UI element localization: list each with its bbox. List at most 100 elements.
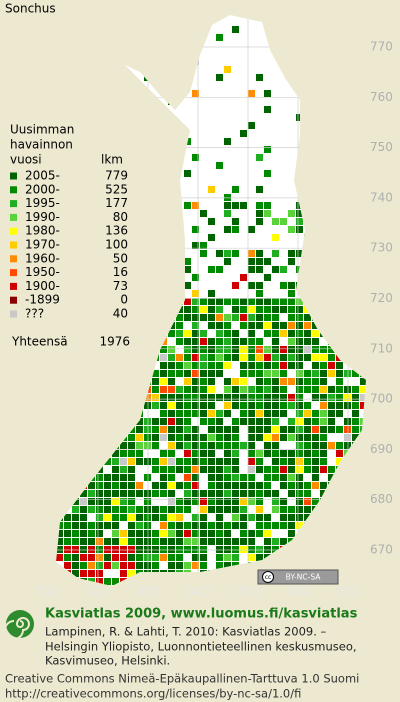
legend-count-heading: lkm bbox=[101, 153, 123, 167]
cell bbox=[296, 210, 303, 217]
cell bbox=[272, 418, 279, 425]
cell bbox=[248, 474, 255, 481]
cell bbox=[168, 546, 175, 553]
cell bbox=[240, 274, 247, 281]
cell bbox=[192, 202, 199, 209]
cell bbox=[256, 258, 263, 265]
cell bbox=[256, 314, 263, 321]
cell bbox=[184, 474, 191, 481]
cell bbox=[328, 370, 335, 377]
cell bbox=[216, 554, 223, 561]
cell bbox=[336, 442, 343, 449]
cell bbox=[248, 538, 255, 545]
cell bbox=[112, 546, 119, 553]
cell bbox=[304, 514, 311, 521]
cell bbox=[184, 306, 191, 313]
cell bbox=[224, 194, 231, 201]
cell bbox=[104, 498, 111, 505]
cell bbox=[224, 506, 231, 513]
cell bbox=[232, 26, 239, 33]
legend-swatch bbox=[10, 310, 17, 318]
cell bbox=[304, 434, 311, 441]
cell bbox=[200, 402, 207, 409]
cell bbox=[216, 306, 223, 313]
cell bbox=[72, 554, 79, 561]
cell bbox=[352, 418, 359, 425]
cell bbox=[96, 530, 103, 537]
cell bbox=[256, 402, 263, 409]
cell bbox=[192, 498, 199, 505]
cell bbox=[248, 410, 255, 417]
cell bbox=[224, 490, 231, 497]
y-grid-label: 700 bbox=[370, 392, 393, 406]
cell bbox=[152, 490, 159, 497]
cell bbox=[312, 474, 319, 481]
cell bbox=[216, 538, 223, 545]
cell bbox=[232, 394, 239, 401]
cell bbox=[200, 338, 207, 345]
cell bbox=[272, 330, 279, 337]
cell bbox=[176, 506, 183, 513]
cell bbox=[144, 418, 151, 425]
cell bbox=[336, 394, 343, 401]
cell bbox=[120, 506, 127, 513]
cell bbox=[232, 298, 239, 305]
cell bbox=[240, 514, 247, 521]
cell bbox=[120, 570, 127, 577]
cell bbox=[80, 506, 87, 513]
cell bbox=[136, 530, 143, 537]
cell bbox=[136, 458, 143, 465]
cell bbox=[256, 218, 263, 225]
cell bbox=[240, 298, 247, 305]
cell bbox=[320, 362, 327, 369]
cell bbox=[240, 546, 247, 553]
cell bbox=[288, 314, 295, 321]
cell bbox=[136, 482, 143, 489]
cell bbox=[80, 562, 87, 569]
cell bbox=[192, 426, 199, 433]
cell bbox=[256, 298, 263, 305]
cell bbox=[208, 298, 215, 305]
x-grid-label: 360 bbox=[287, 585, 310, 599]
cell bbox=[136, 434, 143, 441]
cell bbox=[256, 338, 263, 345]
cell bbox=[296, 506, 303, 513]
cell bbox=[240, 202, 247, 209]
cell bbox=[264, 298, 271, 305]
cell bbox=[128, 554, 135, 561]
cell bbox=[160, 346, 167, 353]
cell bbox=[152, 378, 159, 385]
cell bbox=[232, 514, 239, 521]
cell bbox=[320, 450, 327, 457]
cell bbox=[112, 506, 119, 513]
cell bbox=[216, 458, 223, 465]
cell bbox=[64, 538, 71, 545]
cell bbox=[296, 330, 303, 337]
cell bbox=[304, 450, 311, 457]
y-grid-label: 710 bbox=[370, 341, 393, 355]
cell bbox=[304, 338, 311, 345]
cell bbox=[168, 378, 175, 385]
cell bbox=[248, 386, 255, 393]
cell bbox=[208, 234, 215, 241]
cell bbox=[184, 402, 191, 409]
cell bbox=[88, 506, 95, 513]
cell bbox=[64, 554, 71, 561]
cell bbox=[160, 426, 167, 433]
cell bbox=[168, 474, 175, 481]
cell bbox=[72, 522, 79, 529]
cell bbox=[224, 538, 231, 545]
cell bbox=[152, 394, 159, 401]
cell bbox=[176, 370, 183, 377]
cell bbox=[96, 482, 103, 489]
cell bbox=[280, 370, 287, 377]
cell bbox=[200, 490, 207, 497]
legend-swatch bbox=[10, 255, 17, 263]
legend-total: 1976 bbox=[99, 335, 130, 349]
cell bbox=[328, 362, 335, 369]
cell bbox=[264, 330, 271, 337]
cell bbox=[120, 562, 127, 569]
cell bbox=[232, 386, 239, 393]
